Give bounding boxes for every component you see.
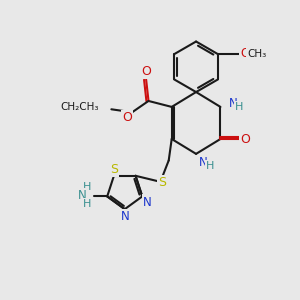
Text: O: O [142,65,152,78]
Text: O: O [240,47,249,60]
Text: H: H [235,102,244,112]
Text: H: H [82,182,91,193]
Text: CH₃: CH₃ [248,49,267,58]
Text: H: H [206,161,214,171]
Text: N: N [229,97,237,110]
Text: N: N [199,156,208,169]
Text: O: O [122,111,132,124]
Text: N: N [78,189,87,202]
Text: S: S [110,163,118,176]
Text: O: O [241,133,250,146]
Text: CH₂CH₃: CH₂CH₃ [60,102,99,112]
Text: N: N [143,196,152,209]
Text: H: H [82,199,91,209]
Text: N: N [121,210,130,224]
Text: S: S [158,176,166,189]
